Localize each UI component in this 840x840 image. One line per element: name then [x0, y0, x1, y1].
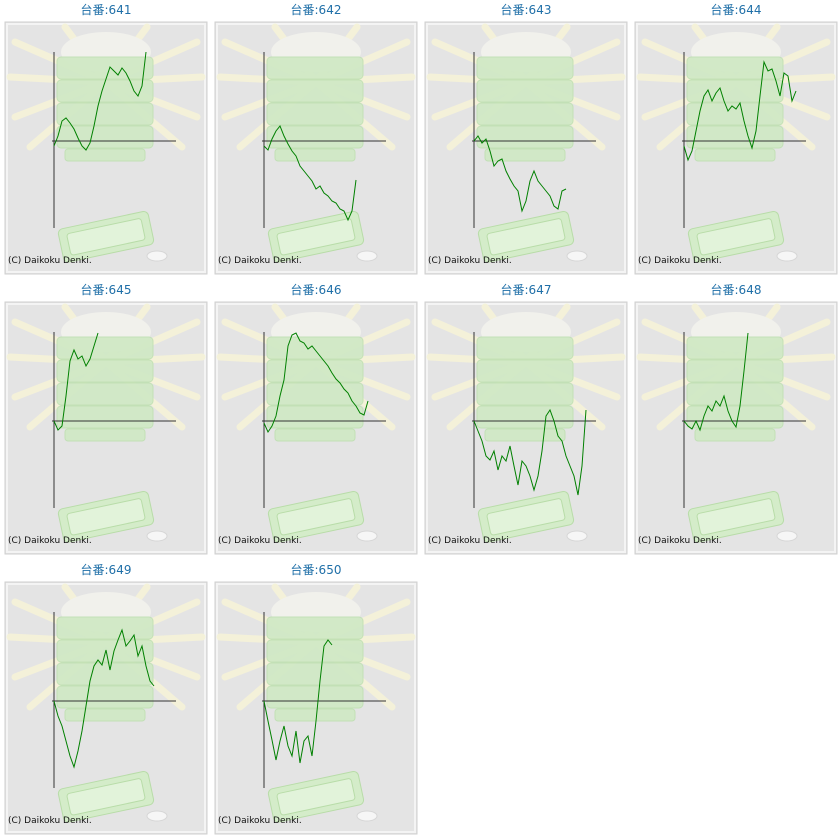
- panel-title: 台番:641: [81, 2, 132, 17]
- copyright: (C) Daikoku Denki.: [638, 256, 722, 266]
- copyright: (C) Daikoku Denki.: [8, 256, 92, 266]
- graph-panel: (C) Daikoku Denki.: [425, 302, 627, 554]
- copyright: (C) Daikoku Denki.: [8, 816, 92, 826]
- panel-background: [5, 22, 207, 274]
- data-line: [53, 332, 99, 431]
- panel-title: 台番:649: [81, 562, 132, 577]
- graph-panel: (C) Daikoku Denki.: [635, 22, 837, 274]
- copyright: (C) Daikoku Denki.: [8, 536, 92, 546]
- panel-background: [635, 302, 837, 554]
- graph-panel: (C) Daikoku Denki.: [215, 302, 417, 554]
- panel-background: [425, 22, 627, 274]
- graph-panel: (C) Daikoku Denki.: [5, 582, 207, 834]
- data-line: [263, 125, 357, 222]
- data-line: [263, 332, 369, 434]
- panel-background: [5, 302, 207, 554]
- data-line: [263, 639, 333, 764]
- graph-panel: (C) Daikoku Denki.: [635, 302, 837, 554]
- graph-panel: (C) Daikoku Denki.: [425, 22, 627, 274]
- data-line: [473, 135, 567, 213]
- panel-title: 台番:647: [501, 282, 552, 297]
- panel-title: 台番:645: [81, 282, 132, 297]
- panel-background: [635, 22, 837, 274]
- data-line: [473, 408, 587, 496]
- copyright: (C) Daikoku Denki.: [218, 816, 302, 826]
- panel-background: [425, 302, 627, 554]
- panel-background: [215, 302, 417, 554]
- copyright: (C) Daikoku Denki.: [218, 256, 302, 266]
- copyright: (C) Daikoku Denki.: [428, 256, 512, 266]
- panel-background: [215, 22, 417, 274]
- graph-panel: (C) Daikoku Denki.: [5, 302, 207, 554]
- panel-background: [5, 582, 207, 834]
- panel-title: 台番:650: [291, 562, 342, 577]
- data-line: [683, 332, 749, 432]
- graph-panel: (C) Daikoku Denki.: [5, 22, 207, 274]
- graph-panel: (C) Daikoku Denki.: [215, 582, 417, 834]
- copyright: (C) Daikoku Denki.: [218, 536, 302, 546]
- panel-background: [215, 582, 417, 834]
- panel-title: 台番:646: [291, 282, 342, 297]
- data-line: [53, 628, 155, 769]
- graph-panel: (C) Daikoku Denki.: [215, 22, 417, 274]
- panel-title: 台番:643: [501, 2, 552, 17]
- copyright: (C) Daikoku Denki.: [428, 536, 512, 546]
- data-line: [683, 60, 797, 162]
- panel-title: 台番:642: [291, 2, 342, 17]
- copyright: (C) Daikoku Denki.: [638, 536, 722, 546]
- panel-title: 台番:648: [711, 282, 762, 297]
- data-line: [53, 51, 147, 151]
- panel-title: 台番:644: [711, 2, 762, 17]
